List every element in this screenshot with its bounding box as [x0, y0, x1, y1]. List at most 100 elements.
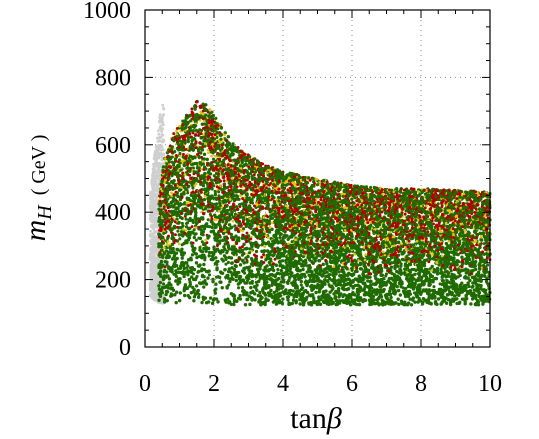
green-point: [397, 302, 401, 307]
green-point: [277, 298, 281, 303]
green-point: [401, 238, 405, 242]
green-point: [206, 276, 210, 280]
green-point: [366, 248, 370, 252]
background-point: [160, 144, 164, 148]
background-point: [155, 158, 159, 161]
green-point: [249, 285, 253, 290]
green-point: [227, 267, 231, 271]
green-point: [462, 268, 466, 272]
green-point: [194, 210, 198, 215]
green-point: [260, 296, 264, 300]
green-point: [205, 157, 209, 162]
background-point: [155, 173, 159, 177]
green-point: [478, 261, 482, 265]
green-point: [472, 288, 477, 292]
green-point: [174, 290, 179, 294]
background-point: [158, 126, 162, 130]
background-point: [151, 262, 155, 266]
background-point: [151, 226, 155, 230]
background-point: [151, 194, 155, 198]
green-point: [444, 241, 449, 246]
green-point: [246, 297, 250, 302]
green-point: [270, 283, 274, 287]
green-point: [366, 279, 370, 283]
background-point: [152, 276, 156, 280]
green-point: [417, 296, 421, 301]
background-point: [158, 113, 162, 117]
background-point: [155, 268, 158, 272]
background-point: [154, 225, 158, 228]
background-point: [160, 128, 164, 132]
background-point: [149, 217, 153, 221]
background-point: [158, 135, 162, 139]
green-point: [200, 300, 204, 305]
green-point: [274, 302, 279, 306]
green-point: [201, 183, 206, 188]
background-point: [158, 115, 162, 119]
green-point: [194, 284, 199, 288]
green-point: [173, 292, 177, 297]
background-point: [155, 210, 159, 214]
green-point: [407, 282, 412, 287]
green-point: [247, 268, 251, 272]
green-point: [244, 293, 249, 297]
background-point: [156, 139, 160, 143]
scatter-points: [148, 99, 492, 307]
green-point: [325, 262, 329, 266]
green-point: [260, 301, 264, 305]
green-point: [433, 299, 438, 304]
background-point: [151, 177, 155, 180]
green-point: [226, 135, 231, 139]
green-point: [176, 248, 180, 252]
green-point: [196, 295, 201, 299]
background-point: [152, 162, 155, 166]
background-point: [149, 201, 153, 205]
green-point: [473, 296, 478, 300]
background-point: [151, 183, 154, 187]
green-point: [207, 250, 212, 255]
green-point: [413, 272, 417, 277]
green-point: [284, 260, 288, 265]
green-point: [460, 255, 464, 259]
background-point: [154, 249, 158, 253]
green-point: [301, 267, 305, 272]
background-point: [160, 152, 164, 156]
green-point: [202, 197, 207, 202]
green-point: [170, 250, 175, 254]
background-point: [148, 255, 152, 259]
green-point: [223, 298, 228, 302]
green-point: [468, 278, 472, 283]
green-point: [232, 302, 236, 307]
green-point: [479, 297, 483, 301]
green-point: [171, 246, 175, 251]
background-point: [151, 265, 155, 268]
green-point: [458, 300, 462, 305]
background-point: [150, 289, 154, 293]
green-point: [173, 260, 177, 265]
green-point: [362, 293, 367, 297]
background-point: [152, 257, 156, 261]
background-point: [156, 189, 160, 193]
green-point: [291, 298, 296, 302]
green-point: [278, 272, 282, 276]
green-point: [200, 250, 205, 254]
background-point: [154, 230, 158, 234]
green-point: [167, 281, 171, 285]
background-point: [158, 119, 161, 123]
green-point: [450, 292, 454, 297]
green-point: [340, 277, 345, 281]
green-point: [463, 275, 467, 280]
green-point: [413, 300, 417, 304]
background-point: [151, 187, 155, 191]
background-point: [149, 252, 153, 256]
green-point: [244, 275, 249, 280]
green-point: [393, 288, 397, 292]
green-point: [225, 273, 229, 278]
green-point: [396, 297, 400, 301]
background-point: [151, 196, 155, 200]
green-point: [389, 295, 393, 300]
green-point: [298, 302, 302, 306]
green-point: [379, 273, 383, 278]
background-point: [156, 296, 160, 299]
